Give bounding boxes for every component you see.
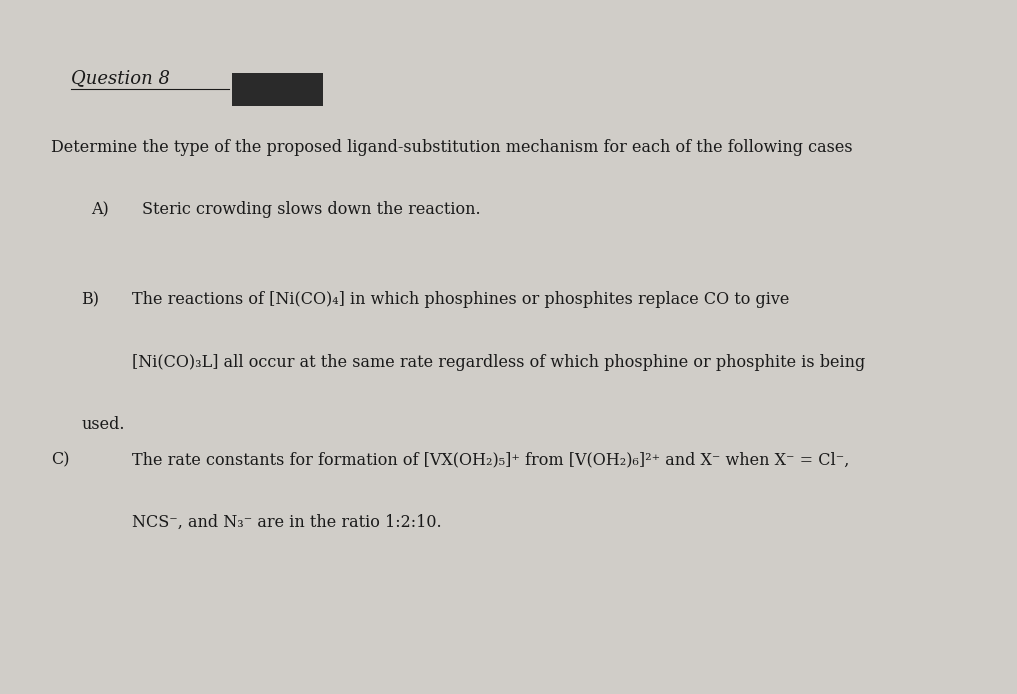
Text: B): B) <box>81 291 100 308</box>
Text: used.: used. <box>81 416 125 433</box>
Bar <box>232 73 323 106</box>
Text: The rate constants for formation of [VX(OH₂)₅]⁺ from [V(OH₂)₆]²⁺ and X⁻ when X⁻ : The rate constants for formation of [VX(… <box>132 451 849 468</box>
Text: A): A) <box>92 201 109 218</box>
Text: Steric crowding slows down the reaction.: Steric crowding slows down the reaction. <box>142 201 481 218</box>
Text: Question 8: Question 8 <box>71 69 170 87</box>
Text: The reactions of [Ni(CO)₄] in which phosphines or phosphites replace CO to give: The reactions of [Ni(CO)₄] in which phos… <box>132 291 789 308</box>
Text: C): C) <box>51 451 69 468</box>
Text: NCS⁻, and N₃⁻ are in the ratio 1:2:10.: NCS⁻, and N₃⁻ are in the ratio 1:2:10. <box>132 514 441 530</box>
Text: Determine the type of the proposed ligand-substitution mechanism for each of the: Determine the type of the proposed ligan… <box>51 139 852 155</box>
Text: [Ni(CO)₃L] all occur at the same rate regardless of which phosphine or phosphite: [Ni(CO)₃L] all occur at the same rate re… <box>132 354 865 371</box>
